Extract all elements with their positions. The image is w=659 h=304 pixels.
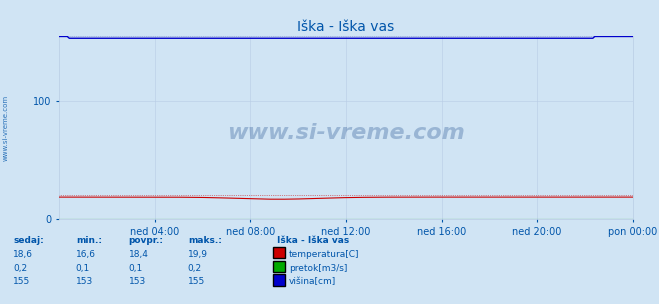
Text: 18,4: 18,4	[129, 250, 148, 259]
Text: www.si-vreme.com: www.si-vreme.com	[227, 123, 465, 143]
Text: sedaj:: sedaj:	[13, 236, 44, 245]
Text: povpr.:: povpr.:	[129, 236, 163, 245]
Text: 0,2: 0,2	[13, 264, 27, 273]
Text: maks.:: maks.:	[188, 236, 221, 245]
Text: pretok[m3/s]: pretok[m3/s]	[289, 264, 347, 273]
Text: 0,2: 0,2	[188, 264, 202, 273]
Text: 16,6: 16,6	[76, 250, 96, 259]
Title: Iška - Iška vas: Iška - Iška vas	[297, 20, 395, 34]
Text: www.si-vreme.com: www.si-vreme.com	[2, 95, 9, 161]
Text: višina[cm]: višina[cm]	[289, 277, 336, 286]
Text: 153: 153	[129, 277, 146, 286]
Text: 155: 155	[188, 277, 205, 286]
Text: 19,9: 19,9	[188, 250, 208, 259]
Text: 153: 153	[76, 277, 93, 286]
Text: temperatura[C]: temperatura[C]	[289, 250, 359, 259]
Text: min.:: min.:	[76, 236, 101, 245]
Text: 0,1: 0,1	[76, 264, 90, 273]
Text: 0,1: 0,1	[129, 264, 143, 273]
Text: 18,6: 18,6	[13, 250, 33, 259]
Text: Iška - Iška vas: Iška - Iška vas	[277, 236, 349, 245]
Text: 155: 155	[13, 277, 30, 286]
